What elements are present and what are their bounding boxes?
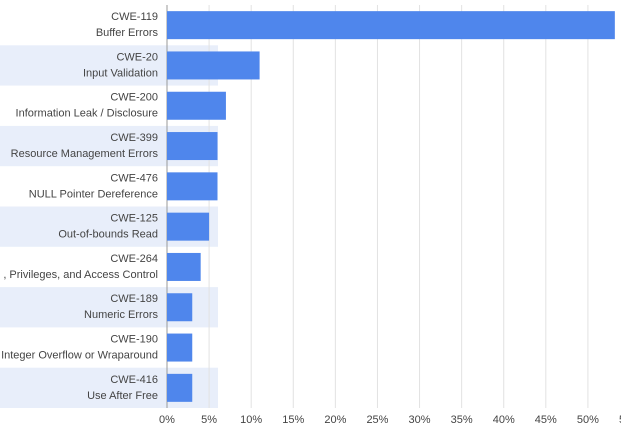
category-name: Input Validation <box>83 67 158 79</box>
category-code: CWE-399 <box>110 132 158 144</box>
bar <box>167 11 615 40</box>
category-name: NULL Pointer Dereference <box>29 188 158 200</box>
x-tick-label: 50% <box>577 414 599 426</box>
x-tick-label: 5% <box>201 414 217 426</box>
x-tick-label: 0% <box>159 414 175 426</box>
category-name: Information Leak / Disclosure <box>16 108 158 120</box>
bar <box>167 172 218 201</box>
x-tick-label: 20% <box>324 414 346 426</box>
bar <box>167 373 193 402</box>
category-name: Numeric Errors <box>84 309 158 321</box>
category-code: CWE-20 <box>116 51 158 63</box>
category-name: , Privileges, and Access Control <box>3 269 158 281</box>
x-tick-label: 40% <box>493 414 515 426</box>
category-name: Out-of-bounds Read <box>58 229 158 241</box>
category-code: CWE-125 <box>110 213 158 225</box>
x-tick-label: 10% <box>240 414 262 426</box>
x-tick-label: 30% <box>409 414 431 426</box>
x-tick-label: 25% <box>366 414 388 426</box>
x-tick-label: 15% <box>282 414 304 426</box>
category-name: Integer Overflow or Wraparound <box>1 349 158 361</box>
category-name: Use After Free <box>87 390 158 402</box>
bar <box>167 132 218 161</box>
bar <box>167 91 226 120</box>
x-tick-label: 55% <box>619 414 621 426</box>
bar <box>167 252 201 281</box>
category-code: CWE-476 <box>110 172 158 184</box>
category-code: CWE-190 <box>110 333 158 345</box>
x-tick-label: 35% <box>451 414 473 426</box>
category-name: Buffer Errors <box>96 27 159 39</box>
x-tick-label: 45% <box>535 414 557 426</box>
category-code: CWE-119 <box>111 11 158 23</box>
category-name: Resource Management Errors <box>11 148 159 160</box>
category-code: CWE-200 <box>110 92 158 104</box>
category-code: CWE-189 <box>110 293 158 305</box>
category-code: CWE-416 <box>110 374 158 386</box>
category-code: CWE-264 <box>110 253 158 265</box>
bar <box>167 212 210 241</box>
bar <box>167 293 193 322</box>
bar <box>167 51 260 80</box>
bar <box>167 333 193 362</box>
